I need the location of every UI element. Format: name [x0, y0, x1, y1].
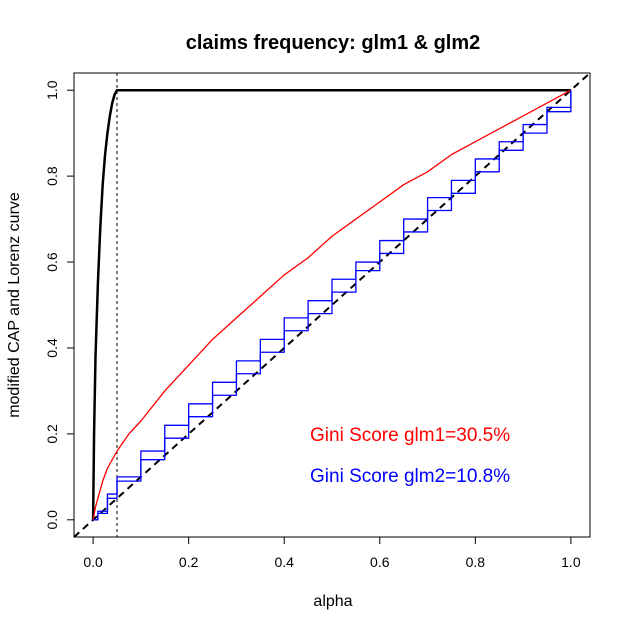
- chart-title: claims frequency: glm1 & glm2: [186, 32, 481, 54]
- gini-score-glm1: Gini Score glm1=30.5%: [310, 425, 510, 446]
- lorenz-curve-glm1-red: [92, 89, 572, 520]
- x-tick-label: 0.0: [83, 554, 103, 570]
- y-axis: 0.0 0.2 0.4 0.6 0.8 1.0: [44, 80, 74, 530]
- y-tick-label: 0.4: [44, 338, 60, 358]
- y-tick-label: 0.0: [44, 510, 60, 530]
- y-tick-label: 0.8: [44, 166, 60, 186]
- x-tick-label: 0.6: [370, 554, 390, 570]
- x-tick-label: 0.2: [179, 554, 199, 570]
- x-tick-label: 0.8: [466, 554, 486, 570]
- cap-curve-black: [91, 88, 571, 520]
- x-tick-label: 1.0: [561, 554, 581, 570]
- plot-frame: [73, 72, 591, 538]
- series-layer: [91, 88, 572, 521]
- y-tick-label: 1.0: [44, 80, 60, 100]
- x-tick-label: 0.4: [274, 554, 294, 570]
- lorenz-curve-glm2-blue-lower: [93, 90, 572, 521]
- gini-score-glm2: Gini Score glm2=10.8%: [310, 466, 510, 487]
- x-axis: 0.0 0.2 0.4 0.6 0.8 1.0: [83, 537, 581, 570]
- y-tick-label: 0.2: [44, 424, 60, 444]
- y-tick-label: 0.6: [44, 252, 60, 272]
- y-axis-label: modified CAP and Lorenz curve: [6, 192, 23, 418]
- x-axis-label: alpha: [313, 593, 352, 610]
